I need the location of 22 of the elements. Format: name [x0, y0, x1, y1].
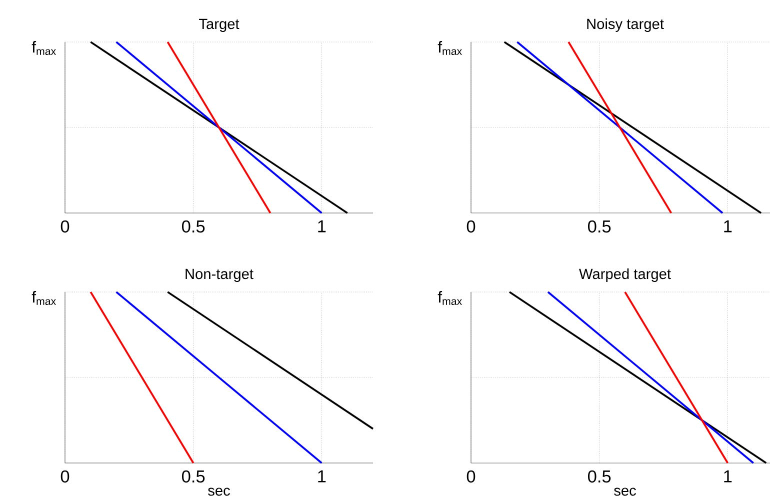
- text: f$_{max}$: [32, 40, 56, 56]
- chart-title: Warped target: [579, 268, 671, 282]
- x-tick-label: 0.5: [588, 220, 611, 233]
- x-tick-label: 0: [466, 470, 476, 483]
- x-tick-label: 0.5: [182, 220, 205, 233]
- x-axis-title: sec: [208, 488, 230, 496]
- x-axis-title: sec: [614, 488, 636, 496]
- chart-title: Noisy target: [587, 18, 664, 32]
- text: f$_{max}$: [438, 290, 462, 306]
- x-tick-label: 1: [724, 220, 732, 232]
- x-tick-label: 1: [318, 220, 326, 232]
- x-tick-label: 0.5: [588, 470, 611, 483]
- x-tick-label: 1: [724, 470, 732, 482]
- x-tick-label: 1: [318, 470, 326, 482]
- chart-title: Target: [199, 18, 240, 32]
- x-tick-label: 0: [466, 220, 476, 233]
- text: f$_{max}$: [438, 40, 462, 56]
- text: f$_{max}$: [32, 290, 56, 306]
- x-tick-label: 0: [60, 470, 70, 483]
- x-tick-label: 0: [60, 220, 70, 233]
- x-tick-label: 0.5: [182, 470, 205, 483]
- chart-title: Non-target: [186, 268, 254, 282]
